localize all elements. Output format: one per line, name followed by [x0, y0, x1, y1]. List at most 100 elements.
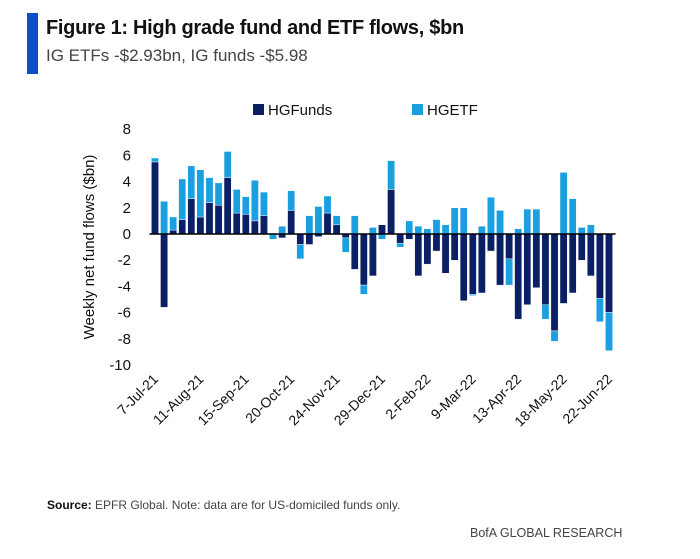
bar-hgfunds: [523, 233, 532, 305]
bar-hgetf: [278, 225, 286, 235]
bar-hgetf: [332, 215, 341, 226]
bar-hgfunds: [323, 212, 332, 235]
bar-hgetf: [577, 227, 586, 235]
bar-hgetf: [369, 227, 377, 235]
bar-hgetf: [360, 284, 368, 295]
y-tick-label: -10: [109, 357, 131, 374]
source-note: Source: EPFR Global. Note: data are for …: [47, 498, 400, 512]
bar-hgfunds: [450, 233, 459, 261]
bar-hgfunds: [205, 202, 214, 235]
x-tick-label: 2-Feb-22: [382, 371, 434, 423]
bar-hgetf: [396, 242, 404, 248]
bar-hgetf: [287, 190, 296, 211]
bar-hgetf: [450, 207, 459, 235]
y-tick-label: 0: [123, 226, 131, 243]
bar-hgfunds: [160, 233, 168, 308]
y-tick-label: -4: [118, 278, 131, 295]
bar-hgfunds: [459, 233, 468, 302]
bar-hgetf: [160, 201, 168, 235]
bar-hgfunds: [296, 233, 305, 245]
bar-hgetf: [350, 215, 359, 235]
bar-hgetf: [523, 208, 532, 235]
bar-hgfunds: [305, 233, 314, 245]
bar-hgfunds: [178, 219, 187, 235]
y-tick-label: 6: [123, 147, 131, 164]
legend-swatch-hgfunds: [253, 104, 264, 115]
legend-label-hgfunds: HGFunds: [268, 102, 332, 119]
bar-hgetf: [469, 294, 477, 296]
bar-hgetf: [241, 196, 250, 215]
y-tick-label: 8: [123, 121, 131, 138]
bar-hgfunds: [387, 189, 395, 235]
bar-hgfunds: [605, 233, 613, 313]
bar-hgfunds: [350, 233, 359, 270]
bar-hgfunds: [496, 233, 504, 286]
bar-hgfunds: [568, 233, 577, 294]
bar-hgetf: [532, 208, 541, 235]
bar-hgfunds: [187, 198, 196, 235]
bar-hgetf: [341, 237, 350, 253]
bar-hgfunds: [478, 233, 486, 294]
bar-hgetf: [205, 177, 214, 203]
bar-hgfunds: [577, 233, 586, 261]
bar-hgfunds: [241, 214, 250, 235]
bar-hgetf: [505, 258, 513, 286]
bar-hgfunds: [251, 220, 259, 235]
title-accent-bar: [27, 13, 38, 74]
bar-hgetf: [405, 220, 414, 235]
y-tick-label: -8: [118, 331, 131, 348]
figure-subtitle: IG ETFs -$2.93bn, IG funds -$5.98: [46, 46, 308, 65]
bar-hgetf: [296, 244, 305, 260]
bar-hgfunds: [514, 233, 522, 320]
bar-hgfunds: [541, 233, 550, 305]
bar-hgetf: [414, 225, 423, 235]
bar-hgfunds: [469, 233, 477, 295]
bar-hgfunds: [550, 233, 559, 332]
bar-hgfunds: [596, 233, 604, 299]
bar-hgetf: [541, 304, 550, 320]
bar-hgfunds: [532, 233, 541, 288]
bar-hgetf: [223, 151, 232, 178]
bar-hgetf: [432, 219, 441, 235]
bar-hgfunds: [487, 233, 495, 252]
bar-hgetf: [605, 312, 613, 351]
bar-hgetf: [151, 157, 159, 163]
bar-hgfunds: [196, 216, 205, 235]
legend-label-hgetf: HGETF: [427, 102, 478, 119]
source-text: EPFR Global. Note: data are for US-domic…: [91, 498, 401, 512]
bar-hgetf: [387, 160, 395, 190]
bar-hgfunds: [432, 233, 441, 252]
bar-hgetf: [323, 195, 332, 214]
source-label: Source:: [47, 498, 92, 512]
y-tick-label: -6: [118, 305, 131, 322]
bar-hgfunds: [214, 204, 223, 235]
figure-title: Figure 1: High grade fund and ETF flows,…: [46, 17, 464, 39]
bar-hgfunds: [587, 233, 595, 277]
bar-hgetf: [187, 165, 196, 199]
bar-hgfunds: [505, 233, 513, 260]
bar-hgfunds: [360, 233, 368, 286]
bar-hgetf: [232, 189, 241, 214]
y-tick-label: 2: [123, 200, 131, 217]
bar-hgetf: [169, 216, 177, 231]
bar-hgfunds: [369, 233, 377, 277]
bar-hgfunds: [441, 233, 450, 274]
bar-hgetf: [441, 224, 450, 235]
brand-label: BofA GLOBAL RESEARCH: [470, 526, 623, 540]
bar-hgetf: [260, 191, 268, 216]
x-tick-label: 22-Jun-22: [559, 371, 615, 427]
bar-hgfunds: [232, 212, 241, 235]
bar-hgfunds: [396, 233, 404, 244]
bar-hgetf: [550, 330, 559, 342]
bar-hgetf: [487, 197, 495, 235]
bar-hgfunds: [559, 233, 568, 304]
bar-hgfunds: [151, 161, 159, 235]
y-tick-label: 4: [123, 174, 131, 191]
bar-hgfunds: [414, 233, 423, 277]
y-axis-label: Weekly net fund flows ($bn): [81, 155, 98, 340]
bar-hgetf: [596, 297, 604, 322]
bar-hgetf: [178, 178, 187, 220]
bar-hgfunds: [378, 224, 386, 235]
bar-hgetf: [305, 215, 314, 235]
